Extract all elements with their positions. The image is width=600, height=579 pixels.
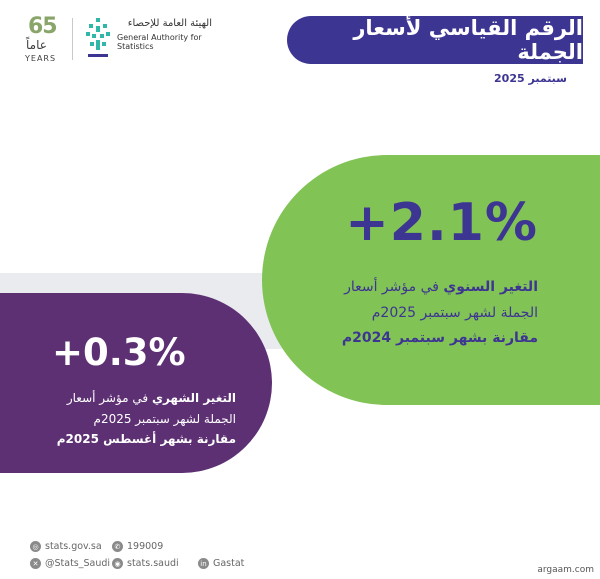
watermark: argaam.com — [537, 565, 594, 575]
report-date: سبتمبر 2025 — [494, 72, 567, 85]
years-english: YEARS — [25, 54, 57, 63]
x-twitter-icon: ✕ — [30, 558, 41, 569]
monthly-line-1: التغير الشهري في مؤشر أسعار — [10, 391, 236, 405]
phone-icon: ✆ — [112, 541, 123, 552]
twitter-text: @Stats_Saudi — [45, 558, 111, 569]
years-arabic: عاماً — [26, 38, 47, 52]
footer-linkedin[interactable]: in Gastat — [198, 558, 244, 569]
footer-phone[interactable]: ✆ 199009 — [112, 541, 163, 552]
website-text: stats.gov.sa — [45, 541, 102, 552]
annual-line-3: مقارنة بشهر سبتمبر 2024م — [341, 330, 538, 346]
footer-instagram[interactable]: ◉ stats.saudi — [112, 558, 179, 569]
footer-twitter[interactable]: ✕ @Stats_Saudi — [30, 558, 110, 569]
logo-divider — [72, 18, 73, 60]
annual-change-value: +2.1% — [345, 193, 538, 253]
monthly-line-2: الجملة لشهر سبتمبر 2025م — [93, 412, 237, 426]
linkedin-icon: in — [198, 558, 209, 569]
monthly-label-rest: في مؤشر أسعار — [66, 391, 152, 405]
monthly-change-card: +0.3% التغير الشهري في مؤشر أسعار الجملة… — [0, 293, 272, 473]
annual-label-bold: التغير السنوي — [443, 279, 538, 295]
authority-name-arabic: الهيئة العامة للإحصاء — [127, 18, 212, 29]
page-title: الرقم القياسي لأسعار الجملة — [287, 16, 583, 64]
instagram-text: stats.saudi — [127, 558, 179, 569]
annual-line-2: الجملة لشهر سبتمبر 2025م — [371, 305, 538, 321]
instagram-icon: ◉ — [112, 558, 123, 569]
phone-text: 199009 — [127, 541, 164, 552]
annual-label-rest: في مؤشر أسعار — [344, 279, 444, 295]
globe-icon: ◎ — [30, 541, 41, 552]
monthly-line-3: مقارنة بشهر أغسطس 2025م — [56, 432, 236, 446]
gastat-logo-icon — [86, 18, 110, 57]
65-years-logo: 65 عاماً YEARS — [22, 14, 66, 64]
linkedin-text: Gastat — [213, 558, 245, 569]
footer-website[interactable]: ◎ stats.gov.sa — [30, 541, 102, 552]
authority-name-english: General Authority for Statistics — [117, 33, 202, 51]
monthly-change-value: +0.3% — [52, 331, 186, 374]
annual-change-card: +2.1% التغير السنوي في مؤشر أسعار الجملة… — [262, 155, 600, 405]
annual-line-1: التغير السنوي في مؤشر أسعار — [278, 279, 538, 295]
years-number: 65 — [28, 14, 58, 39]
monthly-label-bold: التغير الشهري — [151, 391, 236, 405]
